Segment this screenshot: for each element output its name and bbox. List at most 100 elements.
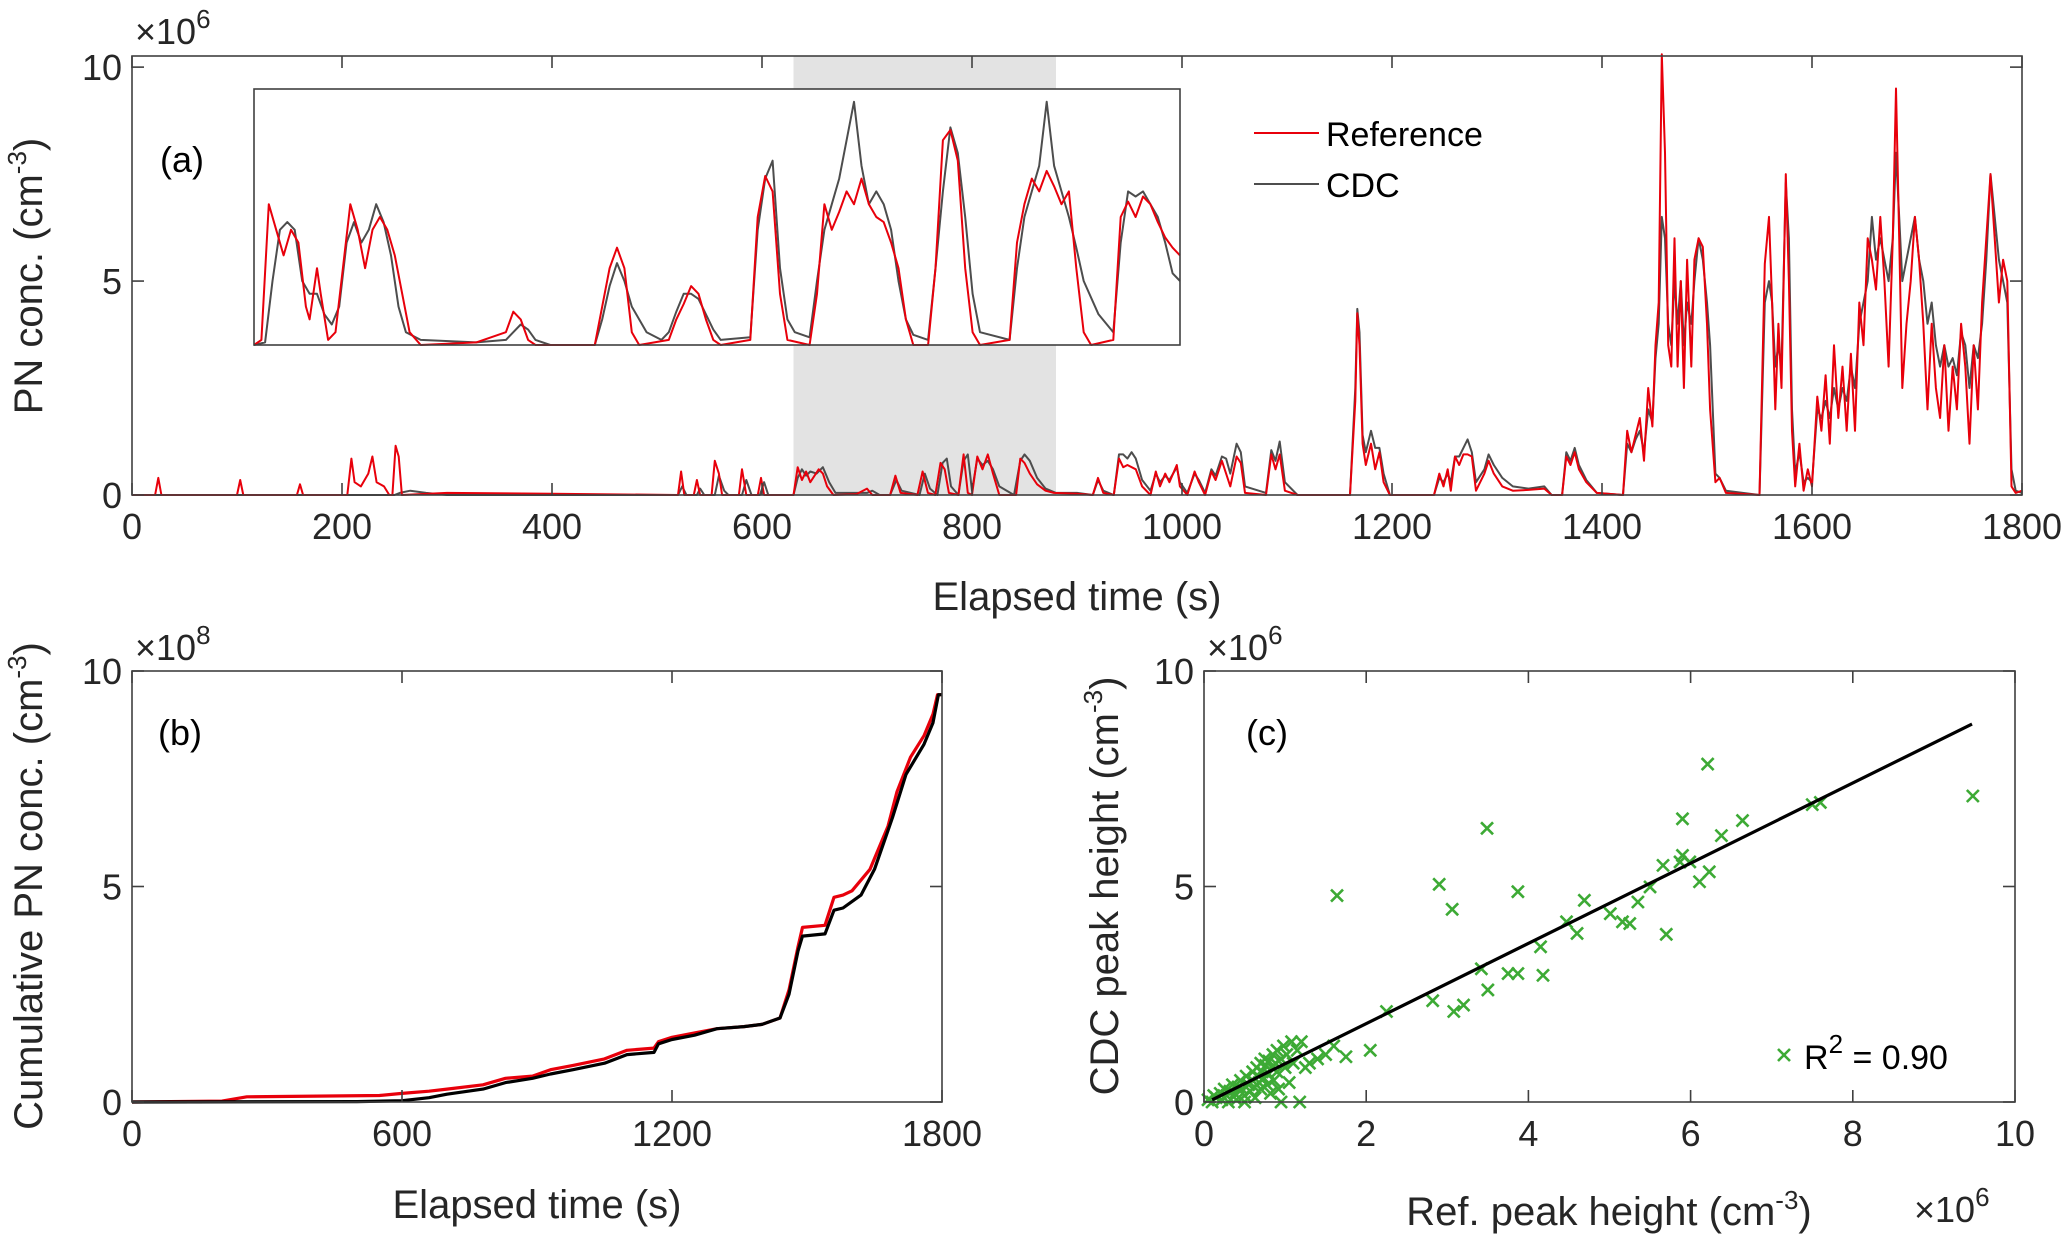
inset-series — [253, 100, 1181, 346]
scatter-point — [1266, 1073, 1281, 1088]
x-tick-label: 4 — [1518, 1113, 1538, 1154]
scatter-point — [1270, 1064, 1284, 1079]
y-tick-label: 10 — [1154, 651, 1194, 692]
legend-marker-c — [1777, 1048, 1791, 1062]
fit-line — [1211, 722, 1973, 1102]
x-tick-label: 800 — [942, 506, 1002, 547]
scatter-point — [1577, 893, 1592, 908]
scatter-point — [1282, 1075, 1297, 1090]
scatter-point — [1330, 888, 1344, 903]
x-tick-label: 1800 — [902, 1113, 982, 1154]
x-tick-label: 200 — [312, 506, 372, 547]
y-tick-label: 0 — [102, 475, 122, 516]
y-tick-label: 0 — [1174, 1082, 1194, 1123]
y-tick-label: 10 — [82, 47, 122, 88]
panel-c-ticks: 0 2 4 6 8 10 0 5 10 — [1154, 651, 2035, 1154]
panel-b-cdc-line — [131, 693, 942, 1104]
legend-label-cdc: CDC — [1326, 167, 1400, 205]
x-tick-label: 0 — [122, 506, 142, 547]
panel-c: 0 2 4 6 8 10 0 5 10 (c) ×106 CDC peak height (cm… — [1078, 620, 2035, 1234]
scatter-point — [1425, 993, 1440, 1008]
scatter-point — [1276, 1039, 1291, 1053]
scatter-point — [1363, 1043, 1378, 1058]
x-tick-label: 1600 — [1772, 506, 1852, 547]
scatter-point — [1659, 927, 1674, 942]
y-multiplier-a: ×106 — [135, 4, 211, 52]
scatter-point — [1279, 1047, 1294, 1062]
scatter-point — [1603, 906, 1618, 921]
y-multiplier-b: ×108 — [135, 620, 211, 668]
panel-b: 0 600 1200 1800 0 5 10 (b) ×108 Cumulative PN … — [2, 620, 982, 1227]
scatter-point — [1294, 1034, 1309, 1049]
x-tick-label: 1200 — [632, 1113, 712, 1154]
scatter-point — [1700, 757, 1715, 772]
y-tick-label: 10 — [82, 651, 122, 692]
y-axis-label-c: CDC peak height (cm-3) — [1078, 677, 1127, 1096]
scatter-point — [1339, 1049, 1353, 1064]
y-multiplier-c: ×106 — [1207, 620, 1283, 668]
panel-b-reference-line — [131, 693, 942, 1104]
x-tick-label: 0 — [1194, 1113, 1214, 1154]
x-tick-label: 1800 — [1982, 506, 2062, 547]
legend-c: R2 = 0.90 — [1777, 1029, 1948, 1077]
y-tick-label: 5 — [1174, 867, 1194, 908]
panel-label-a: (a) — [160, 139, 204, 180]
panel-a-ticks: 0 200 400 600 800 1000 1200 1400 1600 1800 0 5 10 — [82, 47, 2062, 547]
panel-b-series — [131, 693, 942, 1104]
scatter-point — [1270, 1043, 1284, 1058]
panel-c-axes-box — [1203, 670, 2016, 1103]
x-tick-label: 1000 — [1142, 506, 1222, 547]
legend-label-reference: Reference — [1326, 116, 1483, 154]
inset-reference-line — [253, 129, 1181, 346]
scatter-point — [1735, 813, 1750, 828]
inset-axes-box — [253, 88, 1181, 346]
x-axis-label-c: Ref. peak height (cm-3) — [1406, 1185, 1812, 1234]
x-tick-label: 2 — [1356, 1113, 1376, 1154]
scatter-point — [1480, 821, 1494, 836]
y-axis-label-a: PN conc. (cm-3) — [2, 138, 51, 415]
legend-a: Reference CDC — [1254, 116, 1483, 205]
panel-label-c: (c) — [1246, 712, 1288, 753]
scatter-point — [1630, 895, 1645, 909]
x-tick-label: 1400 — [1562, 506, 1642, 547]
x-multiplier-c: ×106 — [1914, 1182, 1990, 1230]
scatter-point — [1432, 877, 1447, 892]
scatter-point — [1675, 811, 1690, 826]
scatter-point — [1229, 1092, 1244, 1107]
scatter-point — [1253, 1082, 1268, 1096]
x-tick-label: 8 — [1843, 1113, 1863, 1154]
x-tick-label: 0 — [122, 1113, 142, 1154]
scatter-point — [1456, 998, 1471, 1012]
scatter-point — [1702, 864, 1717, 879]
scatter-point — [1446, 1004, 1461, 1019]
scatter-point — [1510, 966, 1525, 981]
scatter-point — [1302, 1056, 1317, 1071]
x-tick-label: 400 — [522, 506, 582, 547]
panel-b-axes-box — [131, 670, 943, 1103]
x-axis-label-b: Elapsed time (s) — [393, 1183, 682, 1227]
inset-cdc-line — [253, 100, 1181, 346]
scatter-point — [1656, 858, 1670, 873]
scatter-point — [1533, 939, 1548, 954]
scatter-point — [1510, 884, 1525, 899]
x-tick-label: 600 — [732, 506, 792, 547]
scatter-point — [1570, 926, 1584, 941]
panel-label-b: (b) — [158, 712, 202, 753]
panel-b-ticks: 0 600 1200 1800 0 5 10 — [82, 651, 982, 1154]
scatter-point — [1714, 828, 1729, 843]
panel-a: 0 200 400 600 800 1000 1200 1400 1600 1800 0 5 10 (a… — [2, 4, 2062, 619]
x-tick-label: 10 — [1995, 1113, 2035, 1154]
panel-a-axes-box — [131, 55, 2023, 496]
inset-background — [254, 89, 1180, 345]
y-axis-label-b: Cumulative PN conc. (cm-3) — [2, 642, 51, 1130]
x-tick-label: 6 — [1681, 1113, 1701, 1154]
scatter-point — [1965, 789, 1980, 803]
scatter-point — [1310, 1051, 1325, 1066]
scatter-point — [1622, 916, 1637, 931]
scatter-point — [1260, 1077, 1275, 1092]
x-axis-label-a: Elapsed time (s) — [933, 575, 1222, 619]
y-tick-label: 5 — [102, 867, 122, 908]
scatter-point — [1480, 983, 1495, 997]
scatter-point — [1263, 1086, 1278, 1101]
